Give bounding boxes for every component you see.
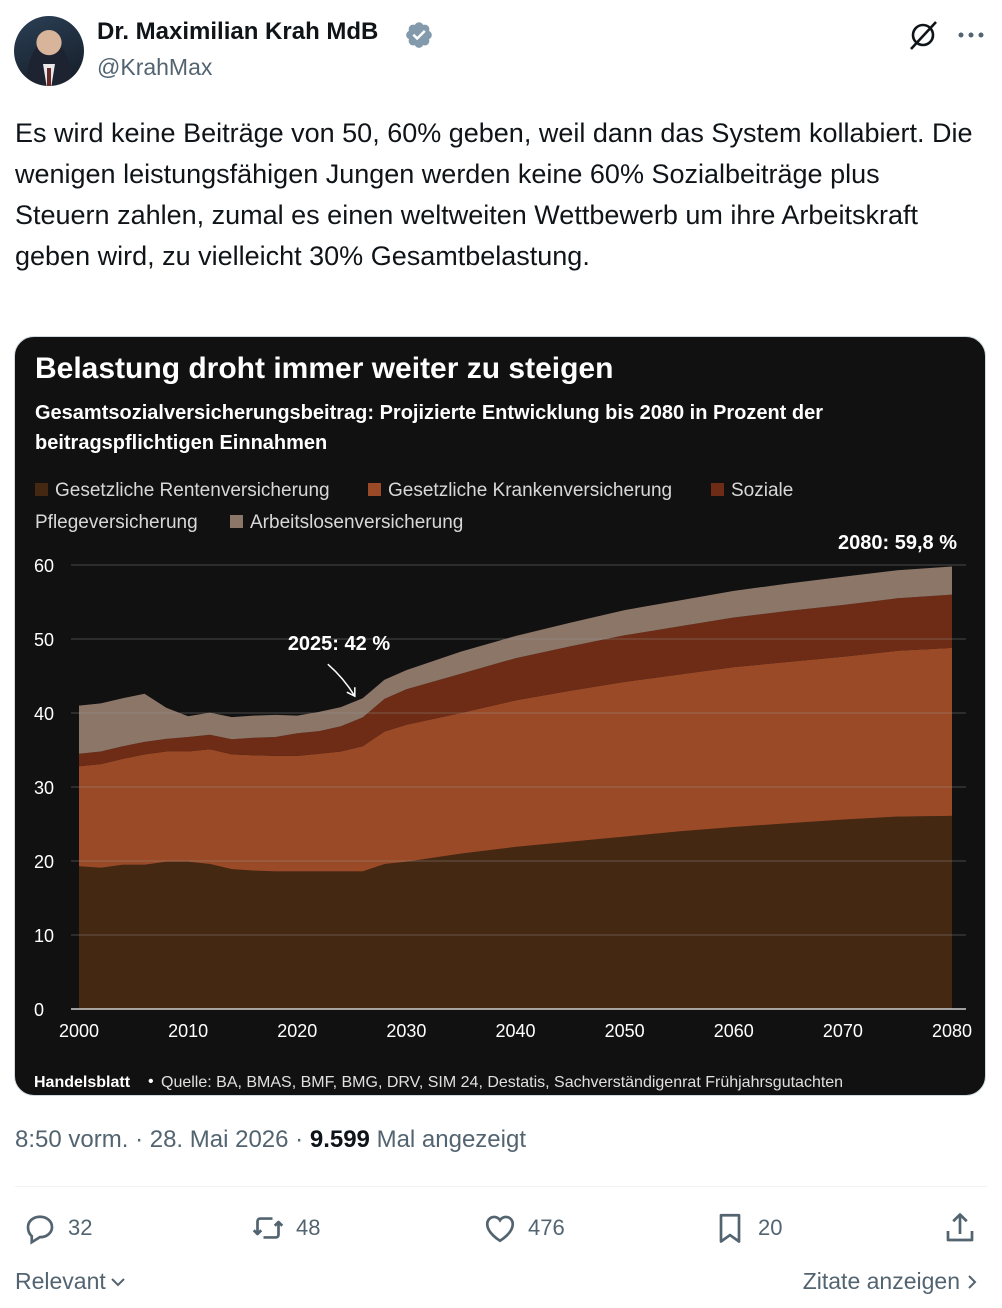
tweet-date[interactable]: 28. Mai 2026 <box>149 1126 289 1153</box>
grok-icon[interactable] <box>906 18 940 52</box>
area-series-3 <box>79 566 952 754</box>
chevron-right-icon <box>968 1274 977 1289</box>
like-count: 476 <box>528 1215 565 1240</box>
chart-subtitle-line2: beitragspflichtigen Einnahmen <box>35 432 327 454</box>
legend-label-kranken: Gesetzliche Krankenversicherung <box>388 480 672 501</box>
sort-label: Relevant <box>15 1268 106 1294</box>
area-series-0 <box>79 815 952 1009</box>
avatar[interactable] <box>14 16 84 86</box>
y-tick-label: 50 <box>34 630 54 650</box>
legend-label-rente: Gesetzliche Rentenversicherung <box>55 480 330 501</box>
chart-source-bullet: • <box>148 1073 154 1090</box>
divider <box>15 1186 987 1187</box>
y-tick-label: 30 <box>34 778 54 798</box>
tweet-text: Es wird keine Beiträge von 50, 60% geben… <box>15 118 973 271</box>
legend-swatch-pflege <box>711 483 724 496</box>
x-tick-label: 2080 <box>932 1021 972 1041</box>
annotation-2080: 2080: 59,8 % <box>838 532 957 554</box>
bookmark-count: 20 <box>758 1215 783 1240</box>
views-label: Mal angezeigt <box>376 1126 527 1153</box>
share-button[interactable] <box>942 1208 988 1248</box>
x-tick-label: 2050 <box>605 1021 645 1041</box>
retweet-count: 48 <box>296 1215 321 1240</box>
chart-subtitle-line1: Gesamtsozialversicherungsbeitrag: Projiz… <box>35 402 823 424</box>
more-options-icon[interactable] <box>955 22 987 48</box>
x-tick-label: 2030 <box>386 1021 426 1041</box>
area-series-2 <box>79 594 952 767</box>
retweet-icon <box>252 1217 284 1239</box>
legend-swatch-kranken <box>368 483 381 496</box>
handle[interactable]: @KrahMax <box>97 54 213 80</box>
tweet-meta: 8:50 vorm. · 28. Mai 2026 · 9.599 Mal an… <box>15 1126 527 1153</box>
quotes-label: Zitate anzeigen <box>802 1268 960 1294</box>
chevron-down-icon <box>111 1277 125 1286</box>
chart-annotations: 2025: 42 % 2080: 59,8 % <box>288 532 957 698</box>
bookmark-button[interactable]: 20 <box>712 1208 782 1248</box>
share-icon <box>946 1213 974 1242</box>
tweet-media-chart[interactable]: Belastung droht immer weiter zu steigen … <box>14 336 986 1096</box>
legend-swatch-arbeitslosen <box>230 515 243 528</box>
reply-button[interactable]: 32 <box>22 1208 92 1248</box>
retweet-button[interactable]: 48 <box>250 1208 320 1248</box>
x-tick-label: 2070 <box>823 1021 863 1041</box>
legend-label-soziale: Soziale <box>731 480 793 501</box>
x-tick-label: 2010 <box>168 1021 208 1041</box>
chart: Belastung droht immer weiter zu steigen … <box>34 352 972 1091</box>
sort-dropdown[interactable]: Relevant <box>15 1268 128 1295</box>
chart-gridlines <box>71 564 966 1010</box>
view-quotes-link[interactable]: Zitate anzeigen <box>803 1268 982 1295</box>
chart-source-brand: Handelsblatt <box>34 1074 131 1091</box>
like-button[interactable]: 476 <box>482 1208 565 1248</box>
x-tick-label: 2000 <box>59 1021 99 1041</box>
x-tick-label: 2020 <box>277 1021 317 1041</box>
annotation-arrowhead <box>346 687 356 698</box>
chart-legend: Gesetzliche Rentenversicherung Gesetzlic… <box>35 480 793 533</box>
chart-y-ticks: 0 10 20 30 40 50 60 <box>34 556 54 1020</box>
legend-label-arbeitslosen: Arbeitslosenversicherung <box>250 512 463 533</box>
legend-label-pflegeversicherung: Pflegeversicherung <box>35 512 198 533</box>
display-name[interactable]: Dr. Maximilian Krah MdB <box>97 18 379 45</box>
chart-areas <box>79 566 952 1009</box>
annotation-2025: 2025: 42 % <box>288 633 391 655</box>
annotation-arrow <box>327 663 356 697</box>
chart-title: Belastung droht immer weiter zu steigen <box>35 352 613 385</box>
x-tick-label: 2040 <box>495 1021 535 1041</box>
bookmark-icon <box>719 1213 741 1243</box>
view-count: 9.599 <box>309 1126 370 1153</box>
chart-x-ticks: 2000 2010 2020 2030 2040 2050 2060 2070 2080 <box>59 1021 972 1041</box>
area-series-1 <box>79 647 952 872</box>
reply-count: 32 <box>68 1215 93 1240</box>
legend-swatch-rente <box>35 483 48 496</box>
reply-icon <box>26 1215 54 1245</box>
chart-source-text: Quelle: BA, BMAS, BMF, BMG, DRV, SIM 24,… <box>161 1074 843 1091</box>
y-tick-label: 0 <box>34 1000 44 1020</box>
y-tick-label: 10 <box>34 926 54 946</box>
x-tick-label: 2060 <box>714 1021 754 1041</box>
y-tick-label: 20 <box>34 852 54 872</box>
y-tick-label: 60 <box>34 556 54 576</box>
heart-icon <box>485 1215 515 1243</box>
tweet-time[interactable]: 8:50 vorm. <box>15 1126 129 1153</box>
verified-badge-icon <box>406 22 432 48</box>
y-tick-label: 40 <box>34 704 54 724</box>
